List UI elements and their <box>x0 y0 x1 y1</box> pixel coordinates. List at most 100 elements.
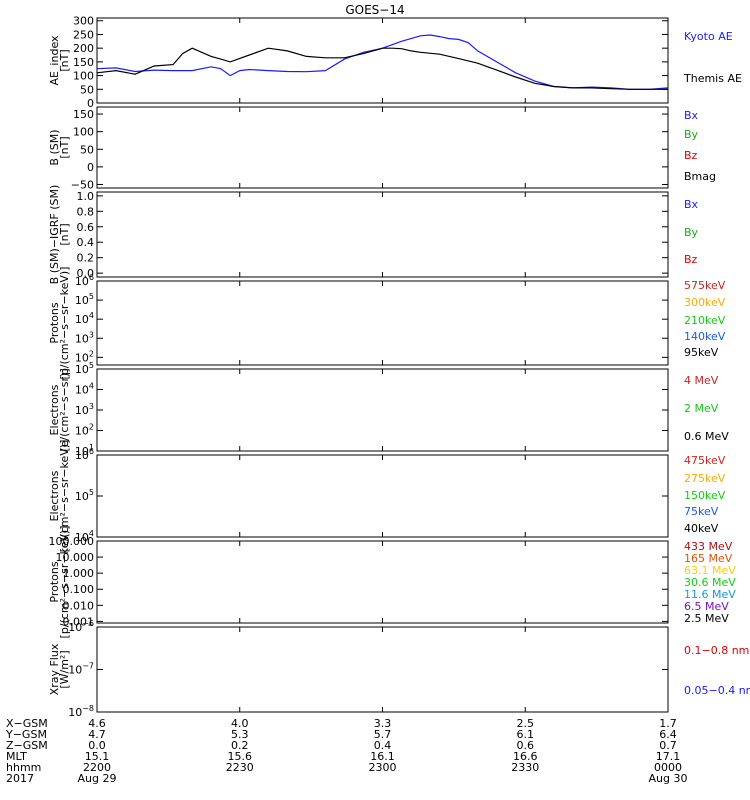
legend-entry: Bz <box>684 149 698 162</box>
y-axis-label: [W/m²] <box>58 650 71 688</box>
y-tick-label: 10.000 <box>56 551 95 564</box>
y-tick-label: 0.0 <box>77 267 95 280</box>
legend-entry: By <box>684 226 699 239</box>
y-axis-label: [p/(cm²−s−sr−keV)] <box>58 526 71 639</box>
legend-entry: Bx <box>684 109 699 122</box>
panel-2: 150 100 50 0 −50 B (SM)[nT] Bx By Bz Bmag <box>48 106 716 191</box>
x-axis-value: 15.6 <box>228 750 253 763</box>
y-tick-label: 0.100 <box>63 583 95 596</box>
x-axis-value: Aug 30 <box>649 772 688 785</box>
y-tick-label: 300 <box>73 15 94 28</box>
y-tick-label: 102 <box>75 349 94 364</box>
legend-entry: 165 MeV <box>684 552 733 565</box>
x-axis-value: 17.1 <box>656 750 681 763</box>
x-axis-value: 6.1 <box>517 728 535 741</box>
panel-frame <box>96 280 669 366</box>
legend-entry: 2.5 MeV <box>684 612 729 625</box>
x-axis-value: Aug 29 <box>78 772 117 785</box>
x-axis-value: 0.7 <box>659 739 677 752</box>
y-tick-label: 0.001 <box>63 615 95 628</box>
legend-entry: 0.05−0.4 nm <box>684 684 750 697</box>
y-tick-label: 106 <box>75 273 94 288</box>
panel-8: 10−6 10−7 10−8 Xray Flux[W/m²] 0.1−0.8 nm 0.0… <box>48 619 750 719</box>
panel-frame <box>96 17 669 104</box>
x-axis-value: 0.6 <box>517 739 535 752</box>
legend-entry: 6.5 MeV <box>684 600 729 613</box>
y-axis-label: Electrons <box>48 470 61 521</box>
legend-entry: Bz <box>684 253 698 266</box>
y-tick-label: 100 <box>73 70 94 83</box>
y-tick-label: 0 <box>87 161 94 174</box>
y-axis-label: B (SM)−IGRF (SM) <box>48 185 61 285</box>
panel-frame <box>96 368 669 452</box>
x-axis-value: 4.7 <box>88 728 106 741</box>
y-tick-label: 1.0 <box>77 190 95 203</box>
x-axis-value: 3.3 <box>374 717 392 730</box>
y-tick-label: 101 <box>75 443 94 458</box>
y-tick-label: 105 <box>75 488 94 503</box>
x-axis-value: 15.1 <box>85 750 110 763</box>
legend-entry: 433 MeV <box>684 540 733 553</box>
y-tick-label: 50 <box>80 83 94 96</box>
x-axis-value: 2200 <box>83 761 111 774</box>
y-axis-label: [e/(cm²−s−sr−keV)] <box>58 440 71 553</box>
y-tick-label: 104 <box>75 311 94 326</box>
panel-frame <box>96 540 669 624</box>
y-axis-label: B (SM) <box>48 129 61 165</box>
legend-entry: Bx <box>684 198 699 211</box>
y-axis-label: AE_index <box>48 35 61 86</box>
y-tick-label: 103 <box>75 402 94 417</box>
x-axis-value: 5.3 <box>231 728 249 741</box>
y-tick-label: 50 <box>80 143 94 156</box>
y-tick-label: 105 <box>75 292 94 307</box>
x-axis-value: 16.6 <box>513 750 538 763</box>
y-tick-label: 104 <box>75 382 94 397</box>
x-axis-row-label: hhmm <box>6 761 41 774</box>
y-tick-label: 10−8 <box>68 704 94 719</box>
y-tick-label: 103 <box>75 330 94 345</box>
x-axis-value: 0.2 <box>231 739 249 752</box>
legend-entry: 95keV <box>684 346 719 359</box>
series-line-themis-ae <box>96 47 668 90</box>
y-axis-label: Protons <box>48 302 61 343</box>
legend-entry: 63.1 MeV <box>684 564 736 577</box>
y-tick-label: 106 <box>75 447 94 462</box>
legend-entry: 30.6 MeV <box>684 576 736 589</box>
y-axis-label: [e/(cm²−s−sr)] <box>58 368 71 451</box>
y-tick-label: 10−7 <box>68 662 94 677</box>
x-axis-value: 2300 <box>369 761 397 774</box>
panel-5: 105 104 103 102 101 Electrons[e/(cm²−s−sr)] 4 … <box>48 361 729 458</box>
legend-entry: 475keV <box>684 454 726 467</box>
legend-entry: 40keV <box>684 522 719 535</box>
x-axis-value: 5.7 <box>374 728 392 741</box>
legend-entry: Kyoto AE <box>684 30 733 43</box>
y-tick-label: 0.2 <box>77 252 95 265</box>
legend-entry: 575keV <box>684 279 726 292</box>
x-axis-row-label: Z−GSM <box>6 739 48 752</box>
x-axis-row-label: X−GSM <box>6 717 48 730</box>
x-axis-value: 1.7 <box>659 717 677 730</box>
x-axis-value: 4.0 <box>231 717 249 730</box>
figure-title: GOES−14 <box>345 3 404 17</box>
y-axis-label: [nT] <box>58 136 71 158</box>
y-tick-label: −50 <box>71 178 94 191</box>
legend-entry: By <box>684 128 699 141</box>
y-tick-label: 0.8 <box>77 205 95 218</box>
x-axis-row-label: MLT <box>6 750 27 763</box>
y-tick-label: 0.010 <box>63 599 95 612</box>
y-tick-label: 102 <box>75 423 94 438</box>
legend-entry: 4 MeV <box>684 374 719 387</box>
x-axis-value: 0000 <box>654 761 682 774</box>
y-tick-label: 250 <box>73 28 94 41</box>
legend-entry: 0.6 MeV <box>684 430 729 443</box>
y-tick-label: 150 <box>73 108 94 121</box>
series-line-kyoto-ae <box>96 34 669 90</box>
y-axis-label: Electrons <box>48 384 61 435</box>
x-axis-value: 2.5 <box>517 717 535 730</box>
panel-frame <box>96 106 669 189</box>
legend-entry: 150keV <box>684 489 726 502</box>
y-axis-label: Xray Flux <box>48 643 61 695</box>
x-axis-row-label: Y−GSM <box>5 728 47 741</box>
legend-entry: 210keV <box>684 314 726 327</box>
